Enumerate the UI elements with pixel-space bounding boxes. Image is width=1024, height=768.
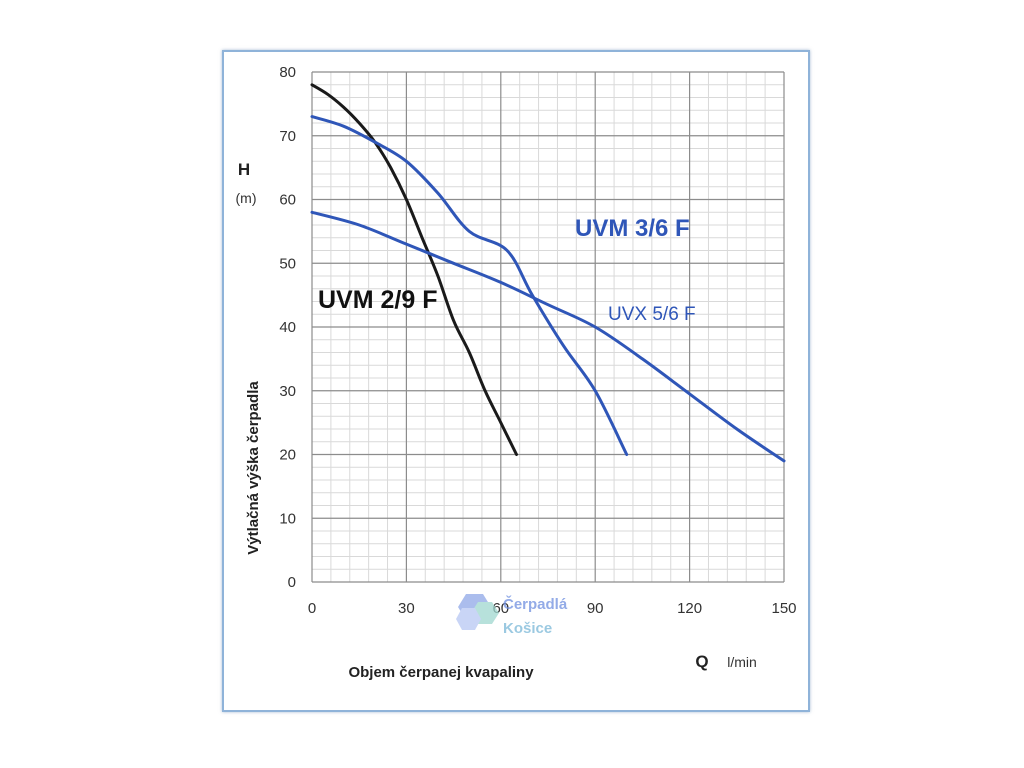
y-tick-label: 10 (279, 510, 296, 527)
y-tick-label: 60 (279, 192, 296, 209)
watermark-text-line1: Čerpadlá (503, 595, 568, 613)
y-tick-label: 70 (279, 128, 296, 145)
y-axis-unit-label: (m) (236, 190, 257, 206)
chart-frame (222, 50, 810, 712)
curve-uvm-2-9-f (310, 83, 518, 456)
series-label-uvm-3-6-f: UVM 3/6 F (575, 215, 690, 242)
series-label-uvm-2-9-f: UVM 2/9 F (318, 286, 437, 314)
y-tick-label: 0 (288, 574, 296, 591)
watermark-hexagon-icon-3 (456, 608, 481, 630)
curve-uvm-3-6-f (310, 115, 629, 456)
y-tick-label: 20 (279, 447, 296, 464)
x-tick-label: 0 (308, 600, 316, 617)
curves (310, 83, 786, 463)
y-axis-title: Výtlačná výška čerpadla (245, 381, 262, 555)
x-tick-label: 30 (398, 600, 415, 617)
y-axis-short-label: H (238, 160, 250, 179)
curve-uvx-5-6-f (310, 210, 786, 463)
y-tick-label: 80 (279, 64, 296, 81)
x-axis-short-label: Q (695, 652, 708, 671)
y-tick-label: 40 (279, 319, 296, 336)
x-axis-unit-label: l/min (727, 654, 757, 670)
x-tick-label: 90 (587, 600, 604, 617)
y-tick-label: 30 (279, 383, 296, 400)
x-tick-label: 150 (771, 600, 796, 617)
x-axis-title: Objem čerpanej kvapaliny (348, 664, 534, 681)
y-tick-label: 50 (279, 255, 296, 272)
series-label-uvx-5-6-f: UVX 5/6 F (608, 304, 696, 325)
watermark-text-line2: Košice (503, 620, 552, 637)
watermark-logo: Čerpadlá Košice (456, 594, 568, 637)
x-tick-label: 120 (677, 600, 702, 617)
